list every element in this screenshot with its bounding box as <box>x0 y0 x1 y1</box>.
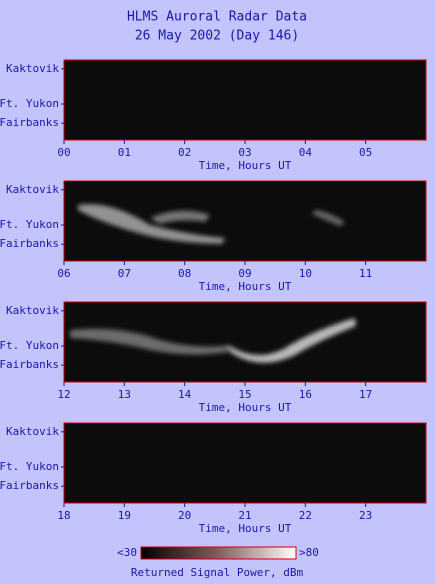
x-tick-label: 20 <box>178 509 191 522</box>
y-tick-label: Ft. Yukon <box>0 218 59 231</box>
y-tick-label: Kaktovik <box>6 425 59 438</box>
x-tick-label: 05 <box>359 146 372 159</box>
x-tick-label: 15 <box>238 388 251 401</box>
x-axis-label: Time, Hours UT <box>199 159 292 172</box>
chart-subtitle: 26 May 2002 (Day 146) <box>135 29 299 44</box>
x-axis-label: Time, Hours UT <box>199 401 292 414</box>
x-axis-label: Time, Hours UT <box>199 522 292 535</box>
aurora-3 <box>70 318 356 363</box>
x-tick-label: 16 <box>299 388 312 401</box>
y-tick-label: Ft. Yukon <box>0 97 59 110</box>
x-tick-label: 19 <box>118 509 131 522</box>
x-axis-label: Time, Hours UT <box>199 280 292 293</box>
colorbar-max-label: >80 <box>299 546 319 559</box>
panels: Kaktovik Ft. Yukon Fairbanks 00 01 02 03 04 05 Ti… <box>0 59 427 535</box>
x-tick-label: 03 <box>238 146 251 159</box>
x-tick-label: 23 <box>359 509 372 522</box>
x-tick-label: 14 <box>178 388 192 401</box>
panel <box>63 422 427 504</box>
x-tick-label: 18 <box>57 509 70 522</box>
x-tick-label: 10 <box>299 267 312 280</box>
x-tick-label: 06 <box>57 267 70 280</box>
x-tick-label: 09 <box>238 267 251 280</box>
x-tick-label: 01 <box>118 146 131 159</box>
x-tick-label: 11 <box>359 267 372 280</box>
y-tick-label: Ft. Yukon <box>0 460 59 473</box>
x-tick-label: 07 <box>118 267 131 280</box>
x-tick-label: 08 <box>178 267 191 280</box>
y-tick-label: Ft. Yukon <box>0 339 59 352</box>
chart-title: HLMS Auroral Radar Data <box>127 10 307 25</box>
x-tick-label: 04 <box>299 146 313 159</box>
x-tick-label: 13 <box>118 388 131 401</box>
colorbar <box>140 546 297 560</box>
panel <box>63 59 427 141</box>
x-tick-label: 00 <box>57 146 70 159</box>
colorbar-label: Returned Signal Power, dBm <box>131 566 304 579</box>
y-tick-label: Kaktovik <box>6 62 59 75</box>
y-tick-label: Fairbanks <box>0 237 59 250</box>
x-tick-label: 02 <box>178 146 191 159</box>
y-tick-label: Fairbanks <box>0 116 59 129</box>
y-tick-label: Kaktovik <box>6 304 59 317</box>
x-tick-label: 21 <box>238 509 251 522</box>
y-tick-label: Kaktovik <box>6 183 59 196</box>
aurora-2 <box>78 204 345 244</box>
x-tick-label: 17 <box>359 388 372 401</box>
y-tick-label: Fairbanks <box>0 358 59 371</box>
y-tick-label: Fairbanks <box>0 479 59 492</box>
x-tick-label: 22 <box>299 509 312 522</box>
x-tick-label: 12 <box>57 388 70 401</box>
colorbar-min-label: <30 <box>117 546 137 559</box>
